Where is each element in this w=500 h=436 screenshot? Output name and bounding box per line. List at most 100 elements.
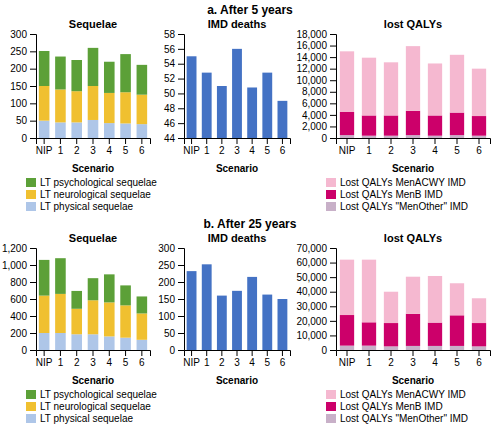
bar-segment	[120, 54, 131, 92]
bar-segment	[137, 124, 148, 138]
tick-label: 2	[219, 357, 225, 368]
y-tick: 600	[10, 294, 36, 305]
tick-label: 1	[366, 357, 372, 368]
tick-mark	[435, 138, 436, 144]
x-tick: 1	[204, 350, 210, 368]
bar-segment	[428, 63, 442, 115]
tick-mark	[178, 34, 184, 35]
tick-label: 4	[432, 145, 438, 156]
tick-mark	[109, 350, 110, 356]
x-axis-title: Scenario	[216, 375, 258, 386]
bar-segment	[406, 46, 420, 111]
bar-segment	[39, 333, 50, 350]
y-tick: 52	[164, 73, 184, 84]
tick-label: 800	[10, 277, 27, 288]
tick-mark	[413, 138, 414, 144]
axis-line	[37, 139, 151, 145]
legend-item: LT physical sequelae	[26, 413, 133, 424]
y-tick: 300	[10, 29, 36, 40]
tick-label: 5	[123, 145, 129, 156]
y-axis: 050100150200250300	[10, 29, 36, 144]
bar-segment	[340, 260, 354, 315]
bar-segment	[104, 123, 115, 138]
y-tick: 50	[164, 88, 184, 99]
bar-segment	[55, 57, 66, 90]
chart-title: IMD deaths	[208, 18, 267, 30]
bar-segment	[406, 314, 420, 346]
bar-segment	[71, 122, 82, 138]
tick-label: 3	[234, 145, 240, 156]
x-tick: 3	[234, 350, 240, 368]
tick-mark	[30, 350, 36, 351]
subplot: 050100150200250300NIP123456IMD deathsSce…	[158, 232, 290, 386]
tick-label: NIP	[36, 145, 53, 156]
tick-label: 5	[454, 357, 460, 368]
tick-mark	[30, 265, 36, 266]
tick-mark	[178, 282, 184, 283]
bar-segment	[406, 111, 420, 135]
y-tick: 54	[164, 58, 184, 69]
bar-segment	[39, 121, 50, 138]
tick-label: 0	[21, 133, 27, 144]
tick-mark	[30, 86, 36, 87]
tick-mark	[391, 138, 392, 144]
x-axis: NIP123456	[36, 350, 151, 368]
series	[340, 260, 486, 323]
y-axis: 050100150200250300	[158, 243, 184, 356]
legend-item: Lost QALYs MenACWY IMD	[326, 177, 466, 188]
tick-mark	[178, 108, 184, 109]
bar-segment	[362, 346, 376, 350]
tick-label: 0	[21, 345, 27, 356]
x-tick: 4	[249, 138, 255, 156]
x-tick: NIP	[183, 138, 200, 156]
tick-mark	[191, 138, 192, 144]
legend-label: Lost QALYs "MenOther" IMD	[340, 201, 468, 212]
tick-mark	[347, 138, 348, 144]
tick-label: 14,000	[296, 52, 327, 63]
bar-segment	[137, 95, 148, 124]
tick-label: 6	[280, 357, 286, 368]
tick-mark	[178, 123, 184, 124]
axis-line	[337, 351, 491, 357]
x-tick: 6	[139, 350, 145, 368]
bar-segment	[104, 302, 115, 336]
tick-label: 1	[58, 357, 64, 368]
tick-label: 5	[265, 357, 271, 368]
legend-swatch	[326, 190, 336, 199]
y-tick: 40,000	[296, 286, 336, 297]
bar-segment	[88, 334, 99, 350]
tick-mark	[237, 138, 238, 144]
y-axis: 010,00020,00030,00040,00050,00060,00070,…	[296, 243, 336, 356]
bar	[247, 87, 257, 138]
legend-swatch	[326, 202, 336, 211]
tick-label: 100	[158, 311, 175, 322]
x-tick: 2	[388, 138, 394, 156]
x-tick: 3	[234, 138, 240, 156]
tick-mark	[282, 138, 283, 144]
series	[340, 346, 486, 350]
legend-swatch	[26, 390, 36, 399]
tick-label: 1	[366, 145, 372, 156]
bar-segment	[120, 305, 131, 337]
tick-mark	[178, 49, 184, 50]
tick-label: 2	[74, 357, 80, 368]
axis-line	[178, 249, 185, 351]
y-tick: 300	[158, 243, 184, 254]
bar-segment	[406, 346, 420, 350]
y-tick: 18,000	[296, 29, 336, 40]
x-tick: 6	[139, 138, 145, 156]
tick-mark	[479, 350, 480, 356]
series	[39, 294, 147, 340]
bar-segment	[104, 336, 115, 350]
tick-mark	[125, 138, 126, 144]
bar	[187, 271, 197, 350]
axis-line	[337, 139, 491, 145]
x-tick: 3	[410, 138, 416, 156]
bar-segment	[406, 135, 420, 138]
tick-mark	[178, 138, 184, 139]
x-tick: 3	[90, 138, 96, 156]
bar-segment	[55, 294, 66, 333]
y-tick: 0	[321, 133, 336, 144]
tick-label: 2,000	[302, 121, 327, 132]
legend: LT psychological sequelaeLT neurological…	[26, 389, 157, 424]
